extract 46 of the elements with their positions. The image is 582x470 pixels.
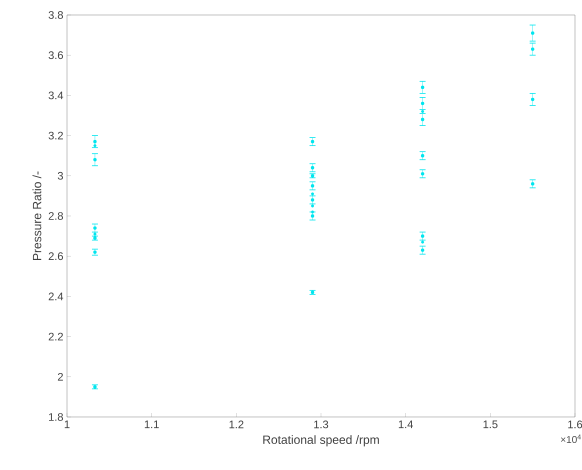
x-tick-label: 1.1 <box>144 420 159 428</box>
y-tick-label: 2.8 <box>48 212 63 220</box>
x-tick-label: 1.2 <box>230 420 244 428</box>
x-tick-label: 1.5 <box>484 420 498 428</box>
text: ×10$^{4}$ <box>560 434 581 444</box>
y-tick-label: 3.4 <box>48 92 64 100</box>
x-tick-label: 1 <box>64 420 70 428</box>
point <box>421 110 424 113</box>
point <box>93 226 97 230</box>
point <box>93 232 96 236</box>
x-tick-label: 1.6 <box>568 420 582 428</box>
point <box>530 182 534 186</box>
y-tick-label: 3.6 <box>48 51 63 60</box>
x-axis-title: Rotational speed /rpm <box>263 435 379 446</box>
point <box>93 144 96 148</box>
point <box>420 248 424 252</box>
y-tick-label: 1.8 <box>49 413 63 421</box>
point <box>310 140 314 144</box>
point <box>311 192 314 196</box>
y-tick-label: 3.8 <box>48 11 63 19</box>
y-axis-title: Pressure Ratio /- <box>32 172 42 260</box>
point <box>311 204 314 208</box>
y-tick-label: 2.2 <box>48 332 63 340</box>
point <box>421 240 424 244</box>
y-tick-label: 2.4 <box>48 292 64 300</box>
point <box>420 86 424 90</box>
point <box>530 47 534 51</box>
y-tick-label: 3.2 <box>48 132 63 140</box>
point <box>420 172 424 176</box>
point <box>93 158 97 162</box>
point <box>93 140 97 144</box>
point <box>310 198 314 202</box>
point <box>420 154 424 158</box>
point <box>420 102 424 106</box>
point <box>310 166 314 170</box>
point <box>310 184 314 188</box>
y-tick-label: 2 <box>58 372 63 381</box>
y-tick-label: 3 <box>58 172 63 180</box>
x-tick-label: 1.3 <box>314 420 328 428</box>
point <box>310 214 314 218</box>
point <box>420 234 424 238</box>
point <box>420 118 424 122</box>
y-tick-label: 2.6 <box>48 252 63 260</box>
point <box>530 31 534 35</box>
point <box>530 98 534 102</box>
x-tick-label: 1.4 <box>398 420 413 428</box>
